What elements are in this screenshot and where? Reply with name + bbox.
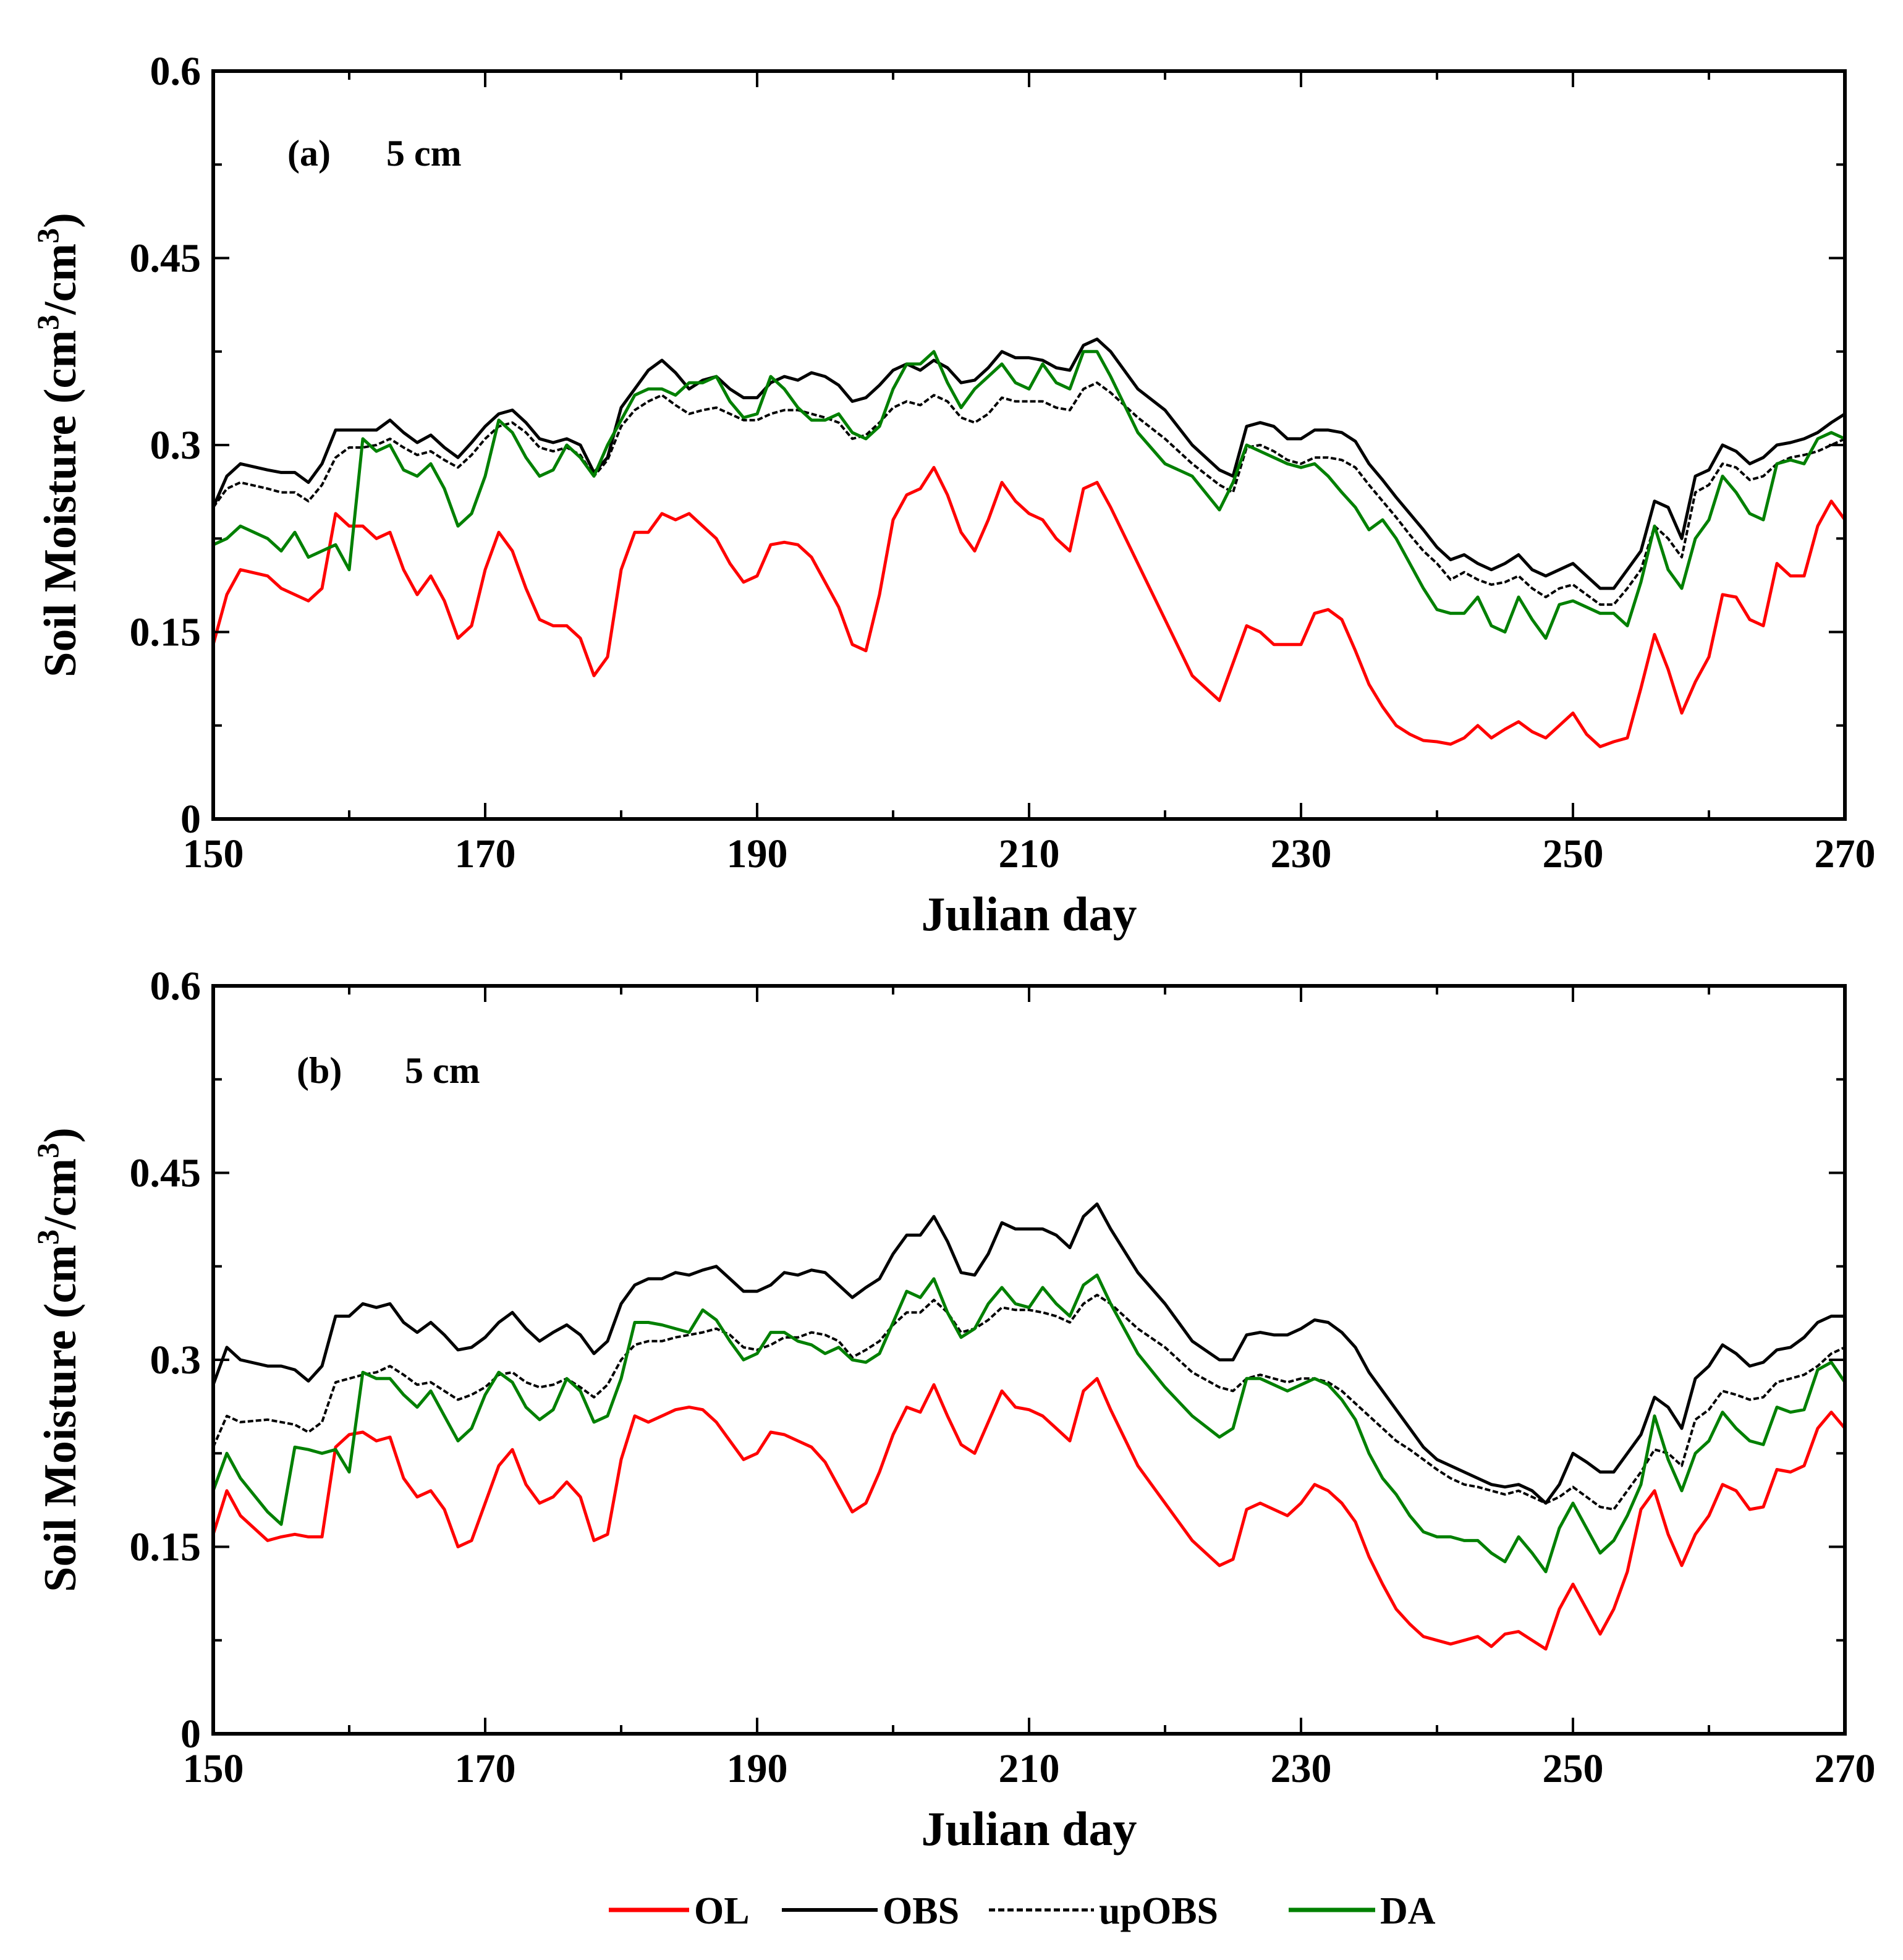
y-axis-title-prefix-a: Soil Moisture (cm [35,330,86,677]
chart-panel-b: 150 170 190 210 230 250 270 0 0.15 0.3 0.45 0.6 (b)… [30,964,1876,1856]
depth-label-a: 5 cm [386,133,462,174]
legend-label-da: DA [1380,1890,1436,1932]
y-tick-label-a: 0.15 [130,610,201,655]
x-tick-label-a: 230 [1271,831,1332,876]
y-tick-label-b: 0 [180,1712,201,1757]
y-axis-title-suffix-a: ) [35,213,86,228]
y-tick-label-b: 0.45 [130,1151,201,1196]
x-axis-title-b: Julian day [922,1802,1137,1856]
series-line-upobs-a [212,381,1846,606]
x-tick-label-b: 250 [1543,1746,1604,1791]
series-line-da-b [211,1273,1847,1574]
y-axis-title-prefix-b: Soil Moisture (cm [35,1245,86,1592]
x-tick-label-b: 210 [999,1746,1060,1791]
y-tick-label-b: 0.3 [150,1338,201,1383]
series-line-obs-a [211,337,1846,590]
ticks-b: 150 170 190 210 230 250 270 0 0.15 0.3 0.45 0.6 [130,964,1876,1791]
legend-item-obs: OBS [782,1890,959,1932]
x-tick-label-b: 270 [1815,1746,1876,1791]
series-line-ol-b [211,1377,1846,1651]
y-tick-label-a: 0 [180,797,201,842]
panel-label-b: (b) [297,1050,342,1091]
y-tick-label-a: 0.3 [150,423,201,468]
legend-label-obs: OBS [883,1890,959,1932]
legend-label-upobs: upOBS [1099,1890,1218,1932]
y-tick-label-a: 0.6 [150,49,201,94]
y-axis-title-mid-a: /cm [35,244,86,315]
y-axis-title-sup2-b: 3 [30,1143,65,1158]
series-line-obs-b [211,1202,1845,1505]
panel-label-a: (a) [287,133,331,174]
x-tick-label-a: 270 [1815,831,1876,876]
x-tick-label-a: 250 [1543,831,1604,876]
y-axis-title-a: Soil Moisture (cm3/cm3) [30,213,86,677]
y-axis-title-sup2-a: 3 [30,228,65,244]
series-line-da-a [212,350,1846,640]
legend-item-da: DA [1289,1890,1436,1932]
ticks-a: 150 170 190 210 230 250 270 0 0.15 0.3 0.45 0.6 [130,49,1876,876]
y-axis-title-sup1-a: 3 [30,315,65,330]
x-tick-label-b: 150 [183,1746,244,1791]
y-axis-title-sup1-b: 3 [30,1229,65,1245]
y-axis-title-mid-b: /cm [35,1158,86,1230]
legend-label-ol: OL [694,1890,750,1932]
x-tick-label-a: 190 [727,831,788,876]
legend-item-upobs: upOBS [989,1890,1218,1932]
x-tick-label-b: 170 [455,1746,516,1791]
y-axis-title-b: Soil Moisture (cm3/cm3) [30,1127,86,1592]
y-tick-label-b: 0.6 [150,964,201,1009]
legend: OL OBS upOBS DA [609,1890,1436,1932]
y-tick-label-b: 0.15 [130,1525,201,1570]
series-line-upobs-b [212,1294,1846,1511]
series-line-ol-a [211,465,1847,749]
chart-panel-a: 150 170 190 210 230 250 270 0 0.15 0.3 0.45 0.6 (a)… [30,49,1876,941]
x-tick-label-a: 150 [183,831,244,876]
series-layer-b [211,1202,1847,1651]
depth-label-b: 5 cm [405,1050,480,1091]
x-axis-title-a: Julian day [922,887,1137,941]
series-layer-a [211,337,1847,749]
y-tick-label-a: 0.45 [130,236,201,281]
legend-item-ol: OL [609,1890,750,1932]
x-tick-label-a: 170 [455,831,516,876]
x-tick-label-b: 190 [727,1746,788,1791]
y-axis-title-suffix-b: ) [35,1127,86,1143]
x-tick-label-a: 210 [999,831,1060,876]
x-tick-label-b: 230 [1271,1746,1332,1791]
